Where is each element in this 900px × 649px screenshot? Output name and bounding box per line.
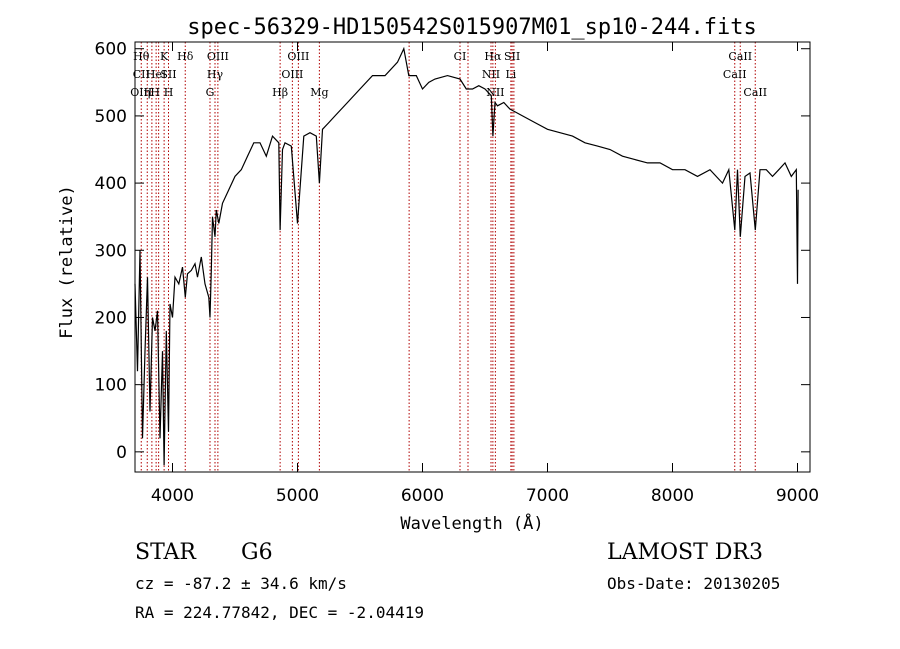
line-markers — [140, 42, 756, 472]
object-subclass: G6 — [241, 540, 273, 565]
line-label-13-0: OIII — [287, 50, 309, 63]
obs-date: Obs-Date: 20130205 — [607, 574, 781, 593]
line-label-6-1: H — [164, 86, 174, 99]
x-tick-label-5000: 5000 — [276, 486, 319, 506]
spectrum-line — [134, 46, 799, 466]
x-tick-label-8000: 8000 — [651, 486, 694, 506]
line-label-22-0: SII — [504, 50, 520, 63]
chart-title: spec-56329-HD150542S015907M01_sp10-244.f… — [187, 15, 757, 40]
line-label-18-0: NII — [482, 68, 500, 81]
line-label-24-0: CaII — [723, 68, 747, 81]
line-label-0-0: Hθ — [133, 50, 150, 63]
y-tick-label-300: 300 — [95, 241, 127, 261]
x-tick-label-9000: 9000 — [776, 486, 819, 506]
line-label-25-0: CaII — [728, 50, 752, 63]
line-label-11-0: Hβ — [272, 86, 288, 99]
line-label-10-0: OIII — [207, 50, 229, 63]
x-tick-label-4000: 4000 — [151, 486, 194, 506]
line-label-21-0: Li — [505, 68, 516, 81]
line-label-2-0: ηH — [144, 86, 160, 99]
y-tick-label-200: 200 — [95, 308, 127, 328]
object-class: STAR — [135, 540, 196, 565]
line-label-3-0: HeI — [146, 68, 166, 81]
line-label-9-0: Hγ — [207, 68, 224, 81]
line-label-14-0: Mg — [310, 86, 328, 99]
survey-name: LAMOST DR3 — [607, 540, 763, 565]
y-axis-label: Flux (relative) — [57, 185, 77, 339]
y-tick-label-0: 0 — [116, 443, 127, 463]
y-tick-label-500: 500 — [95, 107, 127, 127]
plot-frame — [134, 41, 811, 473]
line-label-8-0: G — [206, 86, 215, 99]
y-tick-label-400: 400 — [95, 174, 127, 194]
x-tick-label-7000: 7000 — [526, 486, 569, 506]
line-label-0-1: CII — [133, 68, 150, 81]
line-label-19-0: Hα — [484, 50, 502, 63]
line-label-7-0: Hδ — [177, 50, 194, 63]
line-label-6-0: SII — [160, 68, 176, 81]
line-label-5-0: K — [160, 50, 169, 63]
y-tick-label-100: 100 — [95, 376, 127, 396]
coordinates: RA = 224.77842, DEC = -2.04419 — [135, 603, 424, 622]
x-tick-label-6000: 6000 — [401, 486, 444, 506]
axis-ticks: 4000 5000 6000 7000 8000 9000 0 100 200 300 400 500… — [95, 40, 820, 506]
line-label-0-2: OIII — [130, 86, 152, 99]
x-axis-label: Wavelength (Å) — [400, 512, 543, 534]
y-tick-label-600: 600 — [95, 40, 127, 60]
line-label-20-0: NII — [486, 86, 504, 99]
line-label-26-0: CaII — [743, 86, 767, 99]
line-labels: HθCIIOIIIηHHeIKSIIHHδGHγOIIIHβOIIIOIIIMg… — [130, 50, 767, 99]
redshift-info: cz = -87.2 ± 34.6 km/s — [135, 574, 347, 593]
line-label-12-0: OIII — [281, 68, 303, 81]
line-label-16-0: CI — [454, 50, 467, 63]
